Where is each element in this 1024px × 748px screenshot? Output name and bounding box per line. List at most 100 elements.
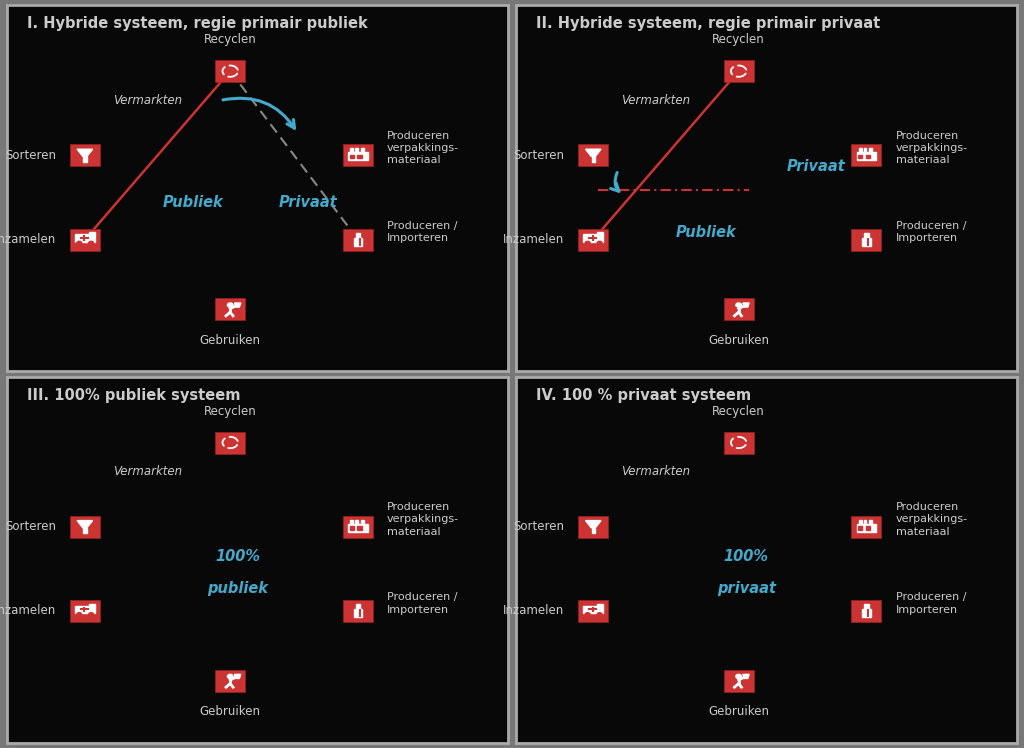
Bar <box>865 155 870 159</box>
Polygon shape <box>83 156 87 162</box>
Polygon shape <box>859 520 861 524</box>
Polygon shape <box>863 520 866 524</box>
FancyBboxPatch shape <box>851 600 882 622</box>
FancyBboxPatch shape <box>343 516 373 538</box>
Text: Produceren
verpakkings-
materiaal: Produceren verpakkings- materiaal <box>387 502 459 537</box>
FancyBboxPatch shape <box>343 600 373 622</box>
Text: Sorteren: Sorteren <box>5 149 55 162</box>
FancyBboxPatch shape <box>343 144 373 166</box>
Polygon shape <box>354 609 362 617</box>
FancyBboxPatch shape <box>851 144 882 166</box>
Polygon shape <box>864 604 868 609</box>
Text: privaat: privaat <box>717 581 775 596</box>
Polygon shape <box>742 303 750 307</box>
Polygon shape <box>592 528 595 533</box>
FancyBboxPatch shape <box>724 60 754 82</box>
Polygon shape <box>77 149 92 156</box>
Text: I. Hybride systeem, regie primair publiek: I. Hybride systeem, regie primair publie… <box>28 16 368 31</box>
Text: 100%: 100% <box>215 548 260 563</box>
Polygon shape <box>350 520 353 524</box>
Text: Recyclen: Recyclen <box>713 33 765 46</box>
Text: Inzamelen: Inzamelen <box>503 604 564 617</box>
Circle shape <box>736 303 741 307</box>
Text: Produceren /
Importeren: Produceren / Importeren <box>896 221 966 243</box>
FancyBboxPatch shape <box>70 600 100 622</box>
Circle shape <box>89 613 94 616</box>
Bar <box>357 155 361 159</box>
Bar <box>349 155 354 159</box>
Polygon shape <box>869 148 872 153</box>
FancyBboxPatch shape <box>215 298 246 320</box>
Polygon shape <box>597 233 603 234</box>
Polygon shape <box>584 606 603 613</box>
Text: Sorteren: Sorteren <box>5 521 55 533</box>
Circle shape <box>89 242 94 245</box>
Polygon shape <box>356 233 360 238</box>
FancyArrowPatch shape <box>610 173 618 191</box>
Polygon shape <box>234 303 241 307</box>
Polygon shape <box>234 675 241 678</box>
FancyBboxPatch shape <box>215 432 246 453</box>
Polygon shape <box>360 148 364 153</box>
Text: IV. 100 % privaat systeem: IV. 100 % privaat systeem <box>536 387 751 402</box>
Polygon shape <box>360 520 364 524</box>
Polygon shape <box>597 604 603 606</box>
Text: Recyclen: Recyclen <box>204 405 257 417</box>
Text: Gebruiken: Gebruiken <box>709 705 769 718</box>
Text: Privaat: Privaat <box>787 159 846 174</box>
FancyBboxPatch shape <box>579 144 608 166</box>
Polygon shape <box>348 153 368 161</box>
Polygon shape <box>89 233 94 234</box>
Text: Privaat: Privaat <box>279 195 337 210</box>
Bar <box>858 155 862 159</box>
Text: II. Hybride systeem, regie primair privaat: II. Hybride systeem, regie primair priva… <box>536 16 880 31</box>
Text: Inzamelen: Inzamelen <box>0 604 55 617</box>
Text: Produceren
verpakkings-
materiaal: Produceren verpakkings- materiaal <box>896 502 968 537</box>
Polygon shape <box>864 233 868 238</box>
Polygon shape <box>592 156 595 162</box>
Text: Gebruiken: Gebruiken <box>200 334 261 347</box>
Polygon shape <box>586 149 601 156</box>
Circle shape <box>77 613 82 616</box>
FancyBboxPatch shape <box>724 298 754 320</box>
Polygon shape <box>355 520 358 524</box>
Circle shape <box>77 242 82 245</box>
Text: Recyclen: Recyclen <box>713 405 765 417</box>
Polygon shape <box>354 238 362 246</box>
Polygon shape <box>857 153 877 161</box>
Polygon shape <box>356 604 360 609</box>
Bar <box>349 527 354 530</box>
Text: Inzamelen: Inzamelen <box>503 233 564 246</box>
Circle shape <box>736 675 741 678</box>
Polygon shape <box>355 148 358 153</box>
Text: Produceren /
Importeren: Produceren / Importeren <box>387 592 458 615</box>
FancyBboxPatch shape <box>343 229 373 251</box>
Text: Vermarkten: Vermarkten <box>113 465 182 478</box>
Text: Produceren
verpakkings-
materiaal: Produceren verpakkings- materiaal <box>387 131 459 165</box>
Text: Sorteren: Sorteren <box>513 149 564 162</box>
Text: Inzamelen: Inzamelen <box>0 233 55 246</box>
Polygon shape <box>586 521 601 528</box>
Circle shape <box>597 613 602 616</box>
FancyBboxPatch shape <box>70 516 100 538</box>
FancyBboxPatch shape <box>579 600 608 622</box>
FancyBboxPatch shape <box>579 229 608 251</box>
Polygon shape <box>863 148 866 153</box>
FancyBboxPatch shape <box>851 516 882 538</box>
Text: Vermarkten: Vermarkten <box>622 465 690 478</box>
Circle shape <box>227 675 233 678</box>
Polygon shape <box>348 524 368 532</box>
FancyBboxPatch shape <box>851 229 882 251</box>
Text: Produceren /
Importeren: Produceren / Importeren <box>896 592 966 615</box>
FancyBboxPatch shape <box>70 229 100 251</box>
Text: Gebruiken: Gebruiken <box>709 334 769 347</box>
FancyBboxPatch shape <box>70 144 100 166</box>
Text: Gebruiken: Gebruiken <box>200 705 261 718</box>
Polygon shape <box>83 528 87 533</box>
Text: Recyclen: Recyclen <box>204 33 257 46</box>
Text: publiek: publiek <box>207 581 268 596</box>
Polygon shape <box>869 520 872 524</box>
Polygon shape <box>742 675 750 678</box>
Polygon shape <box>859 148 861 153</box>
Text: Vermarkten: Vermarkten <box>622 94 690 107</box>
